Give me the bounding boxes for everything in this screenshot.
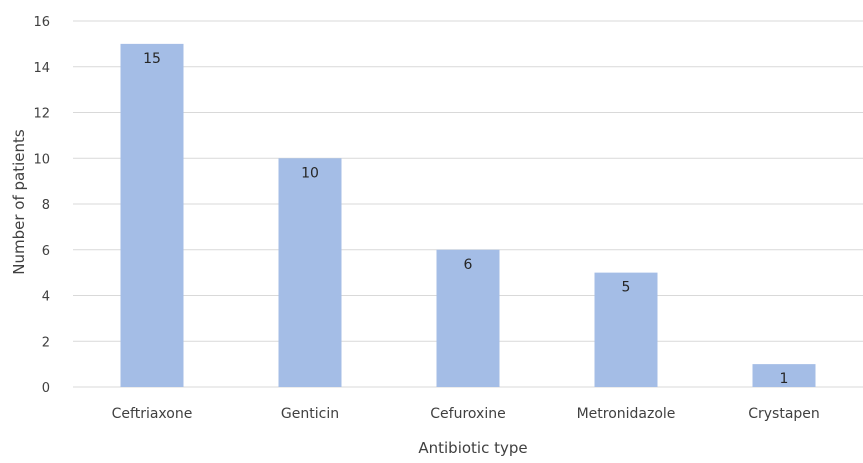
data-label: 1 [780, 371, 789, 387]
y-tick-label: 12 [33, 107, 50, 122]
data-label: 6 [464, 257, 473, 273]
gridlines [73, 20, 863, 388]
data-labels: 15 10 6 5 1 [143, 51, 788, 387]
x-category-label: Genticin [281, 406, 339, 422]
y-tick-label: 6 [42, 244, 50, 259]
x-axis-title: Antibiotic type [418, 439, 527, 457]
x-category-label: Ceftriaxone [112, 406, 193, 422]
y-tick-label: 2 [42, 335, 50, 350]
bar-ceftriaxone [120, 43, 184, 387]
x-axis-categories: Ceftriaxone Genticin Cefuroxine Metronidazo… [112, 406, 820, 422]
y-tick-label: 14 [33, 61, 50, 76]
y-axis-ticks: 0 2 4 6 8 10 12 14 16 [33, 15, 50, 396]
bar-metronidazole [594, 272, 658, 387]
x-category-label: Crystapen [748, 406, 820, 422]
data-label: 10 [301, 165, 319, 181]
y-tick-label: 16 [33, 15, 50, 30]
data-label: 5 [622, 280, 631, 296]
y-tick-label: 0 [42, 381, 50, 396]
x-category-label: Metronidazole [577, 406, 676, 422]
data-label: 15 [143, 51, 161, 67]
bar-cefuroxine [436, 249, 500, 387]
x-category-label: Cefuroxine [430, 406, 505, 422]
bar-genticin [278, 158, 342, 387]
y-axis-title: Number of patients [10, 129, 28, 275]
y-tick-label: 8 [42, 198, 50, 213]
bars [120, 43, 816, 387]
y-tick-label: 4 [42, 290, 50, 305]
y-tick-label: 10 [33, 152, 50, 167]
bar-crystapen [752, 364, 816, 387]
